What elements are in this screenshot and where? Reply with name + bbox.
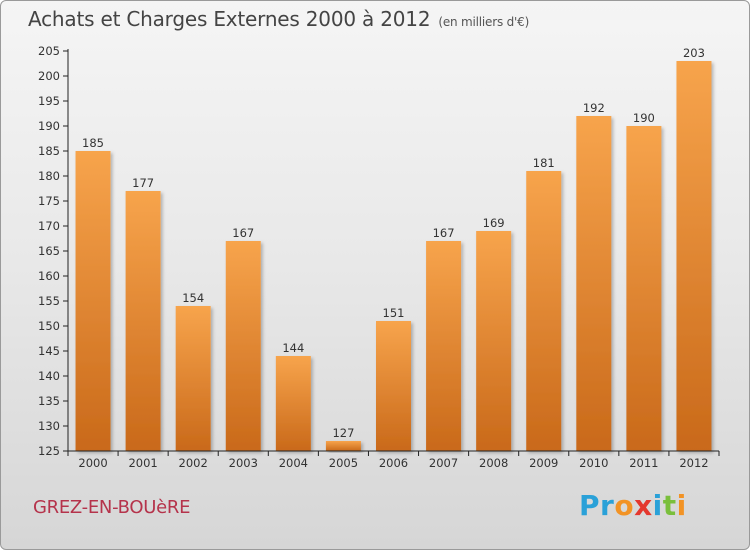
bar-2000: [75, 151, 111, 451]
x-tick-label: 2007: [429, 456, 458, 470]
y-tick-label: 130: [38, 419, 60, 433]
chart-title-text: Achats et Charges Externes 2000 à 2012: [28, 7, 431, 31]
value-label: 190: [633, 111, 655, 125]
bar-2001: [125, 191, 161, 451]
bar-2006: [376, 321, 411, 451]
x-tick-label: 2010: [579, 456, 608, 470]
x-tick-label: 2005: [329, 456, 358, 470]
chart-subtitle: (en milliers d'€): [438, 15, 530, 29]
x-tick-label: 2002: [179, 456, 208, 470]
bar-2007: [426, 241, 462, 451]
value-label: 167: [232, 226, 254, 240]
bar-2008: [476, 231, 512, 451]
x-tick-label: 2012: [679, 456, 708, 470]
y-tick-label: 200: [38, 69, 60, 83]
logo-part: x: [634, 489, 653, 522]
value-label: 169: [483, 216, 505, 230]
y-tick-label: 150: [38, 319, 60, 333]
value-label: 177: [132, 176, 154, 190]
bar-2005: [325, 441, 361, 451]
value-label: 127: [332, 426, 354, 440]
location-label: GREZ-EN-BOUèRE: [33, 497, 191, 518]
bar-2003: [225, 241, 261, 451]
logo-part: i: [676, 489, 687, 522]
logo-part: t: [662, 489, 677, 522]
y-tick-label: 135: [38, 394, 60, 408]
bar-2002: [175, 306, 211, 451]
value-label: 167: [433, 226, 455, 240]
x-tick-label: 2001: [128, 456, 157, 470]
x-tick-label: 2004: [279, 456, 308, 470]
x-tick-label: 2003: [229, 456, 258, 470]
y-tick-label: 185: [38, 144, 60, 158]
x-tick-label: 2011: [629, 456, 658, 470]
y-tick-label: 180: [38, 169, 60, 183]
logo-part: o: [614, 489, 635, 522]
x-tick-label: 2006: [379, 456, 408, 470]
y-tick-label: 160: [38, 269, 60, 283]
bar-2011: [626, 126, 662, 451]
value-label: 192: [583, 101, 605, 115]
y-tick-label: 165: [38, 244, 60, 258]
x-tick-label: 2008: [479, 456, 508, 470]
value-label: 144: [282, 341, 304, 355]
bar-2012: [676, 61, 712, 451]
y-tick-label: 205: [38, 44, 60, 58]
logo-part: i: [652, 489, 663, 522]
y-tick-label: 170: [38, 219, 60, 233]
axes-group: 125 130 135 140 145 150 155 160 165 170 175 180 185 1…: [38, 44, 720, 470]
proxiti-logo[interactable]: Proxiti: [579, 489, 687, 522]
bar-2004: [275, 356, 311, 451]
logo-part: Pr: [579, 489, 615, 522]
x-tick-label: 2000: [78, 456, 107, 470]
chart-title: Achats et Charges Externes 2000 à 2012 (e…: [28, 7, 529, 31]
y-tick-label: 145: [38, 344, 60, 358]
value-label: 151: [383, 306, 405, 320]
y-tick-label: 175: [38, 194, 60, 208]
value-label: 185: [82, 136, 104, 150]
y-tick-label: 195: [38, 94, 60, 108]
value-label: 154: [182, 291, 204, 305]
bars-group: [75, 61, 712, 451]
y-tick-label: 140: [38, 369, 60, 383]
y-tick-label: 190: [38, 119, 60, 133]
value-label: 181: [533, 156, 555, 170]
bar-2009: [526, 171, 562, 451]
y-tick-label: 155: [38, 294, 60, 308]
x-tick-label: 2009: [529, 456, 558, 470]
bar-2010: [576, 116, 612, 451]
value-label: 203: [683, 46, 705, 60]
y-tick-label: 125: [38, 444, 60, 458]
